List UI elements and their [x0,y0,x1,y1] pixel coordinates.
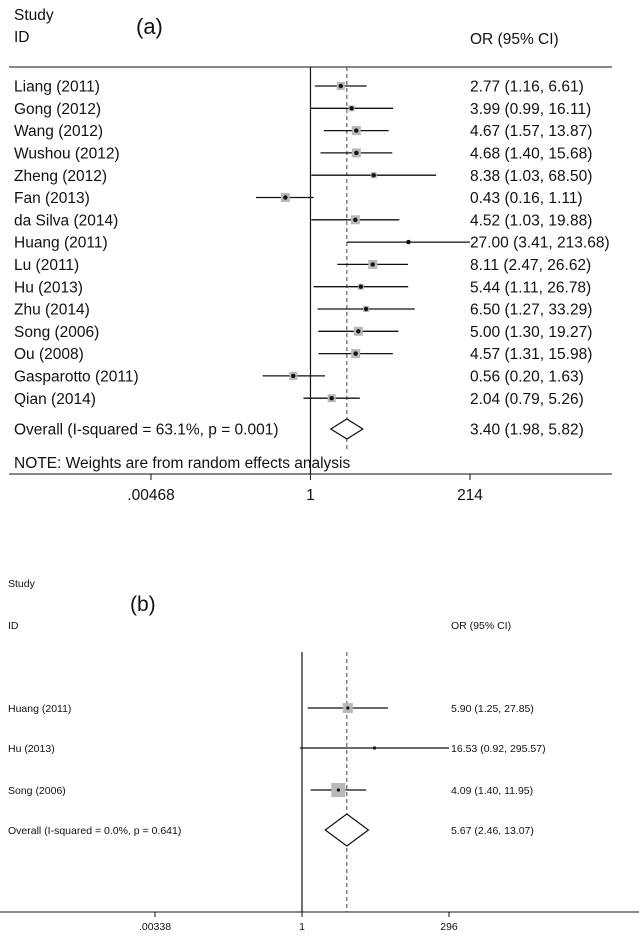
point-estimate [356,329,361,334]
study-label: da Silva (2014) [14,212,118,229]
forest-plot-b: Study (b) ID OR (95% CI) .00338 1 296 Huang… [0,560,639,936]
or-ci-value: 5.90 (1.25, 27.85) [451,703,534,715]
or-header-b: OR (95% CI) [451,620,512,632]
point-estimate [353,351,358,356]
or-ci-value: 0.56 (0.20, 1.63) [470,368,584,385]
panel-label-a: (a) [136,14,163,39]
study-label: Wushou (2012) [14,145,120,162]
study-label: Qian (2014) [14,391,96,408]
point-estimate [354,150,359,156]
or-ci-value: 6.50 (1.27, 33.29) [470,302,592,319]
or-ci-value: 3.99 (0.99, 16.11) [470,101,591,118]
study-label: Ou (2008) [14,346,84,363]
point-estimate [329,396,334,401]
forest-plot-svg-a: .00468 1 214 Liang (2011) 2.77 (1.16, 6.61) G… [9,66,612,504]
study-label: Lu (2011) [14,257,79,274]
or-header-a: OR (95% CI) [470,31,559,48]
x-tick-label: 1 [306,487,315,504]
x-tick-label: .00338 [139,921,171,933]
or-ci-value: 4.57 (1.31, 15.98) [470,346,592,363]
forest-plot-a: Study ID (a) OR (95% CI) .00468 1 214 Liang… [9,7,612,504]
study-label: Song (2006) [8,785,66,797]
or-ci-value: 0.43 (0.16, 1.11) [470,190,583,207]
point-estimate [358,284,364,289]
or-ci-value: 2.04 (0.79, 5.26) [470,391,584,408]
point-estimate [363,306,369,312]
point-estimate [291,373,296,379]
id-header-b: ID [8,620,19,632]
overall-label: Overall (I-squared = 63.1%, p = 0.001) [14,422,279,439]
x-tick-label: 214 [457,487,483,504]
point-estimate [372,746,377,750]
or-ci-value: 5.00 (1.30, 19.27) [470,324,592,341]
or-ci-value: 4.52 (1.03, 19.88) [470,212,592,229]
x-tick-label: 1 [299,921,305,933]
panel-label-b: (b) [130,593,156,616]
or-ci-value: 4.67 (1.57, 13.87) [470,123,592,140]
or-ci-value: 4.09 (1.40, 11.95) [451,785,533,797]
study-label: Song (2006) [14,324,99,341]
overall-or-ci-value: 5.67 (2.46, 13.07) [451,825,534,837]
study-label: Hu (2013) [8,743,55,755]
point-estimate [370,262,375,267]
or-ci-value: 4.68 (1.40, 15.68) [470,145,592,162]
point-estimate [336,788,340,792]
study-label: Hu (2013) [14,279,83,296]
x-tick-label: 296 [440,921,458,933]
overall-diamond [324,813,370,847]
study-label: Liang (2011) [14,79,100,96]
or-ci-value: 8.11 (2.47, 26.62) [470,257,591,274]
study-header-b: Study [8,578,35,590]
point-estimate [346,706,350,710]
overall-or-ci-value: 3.40 (1.98, 5.82) [470,422,584,439]
x-tick-label: .00468 [127,487,174,504]
study-label: Huang (2011) [14,235,108,252]
point-estimate [353,217,358,222]
study-label: Zheng (2012) [14,168,107,185]
point-estimate [349,106,354,111]
or-ci-value: 16.53 (0.92, 295.57) [451,743,546,755]
point-estimate [371,173,376,178]
study-label: Gasparotto (2011) [14,368,139,385]
overall-diamond [329,418,364,440]
study-label: Fan (2013) [14,190,90,207]
or-ci-value: 2.77 (1.16, 6.61) [470,79,584,96]
study-label: Wang (2012) [14,123,103,140]
point-estimate [338,83,343,89]
study-header-a: Study [14,7,54,24]
or-ci-value: 8.38 (1.03, 68.50) [470,168,592,185]
study-label: Zhu (2014) [14,302,90,319]
point-estimate [283,195,288,200]
or-ci-value: 27.00 (3.41, 213.68) [470,235,610,252]
id-header-a: ID [14,29,30,46]
or-ci-value: 5.44 (1.11, 26.78) [470,279,591,296]
study-label: Gong (2012) [14,101,101,118]
study-label: Huang (2011) [8,703,71,715]
note-text: NOTE: Weights are from random effects an… [14,455,350,472]
overall-label: Overall (I-squared = 0.0%, p = 0.641) [8,825,181,837]
point-estimate [354,128,359,133]
forest-plot-svg-b: .00338 1 296 Huang (2011) 5.90 (1.25, 27.85)… [0,652,639,933]
point-estimate [406,239,411,245]
